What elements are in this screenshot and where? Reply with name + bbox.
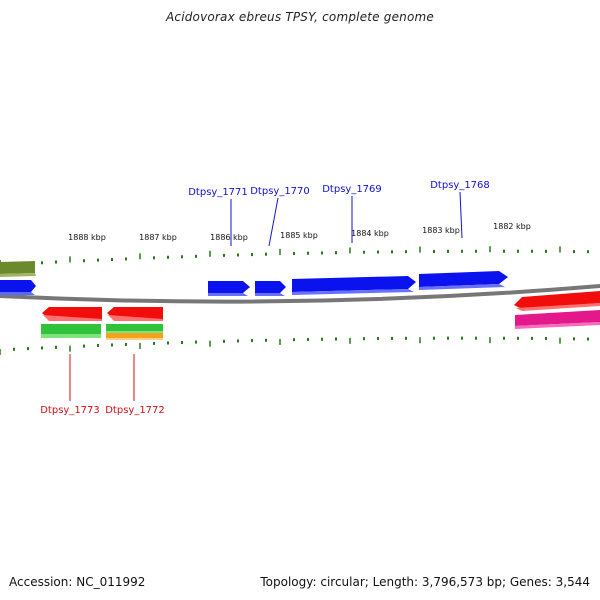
- scale-label-6: 1882 kbp: [493, 222, 531, 231]
- genome-map-page: Acidovorax ebreus TPSY, complete genome …: [0, 0, 600, 600]
- scale-label-0: 1888 kbp: [68, 233, 106, 242]
- lower-scale-ticks: [0, 337, 588, 355]
- magenta-feature-right-edge: [515, 310, 600, 329]
- reverse-gene-right-edge: [514, 291, 600, 311]
- genome-map-svg: 1888 kbp 1887 kbp 1886 kbp 1885 kbp 1884 kbp…: [0, 0, 600, 600]
- scale-label-3: 1885 kbp: [280, 231, 318, 240]
- reverse-gene-dtpsy-1773: [42, 307, 102, 321]
- gene-label-dtpsy-1771: Dtpsy_1771: [188, 187, 248, 198]
- olive-feature-left: [0, 261, 36, 277]
- green-feature-right: [106, 324, 163, 333]
- gene-label-dtpsy-1770: Dtpsy_1770: [250, 186, 310, 197]
- gene-label-dtpsy-1768: Dtpsy_1768: [430, 180, 490, 191]
- scale-label-4: 1884 kbp: [351, 229, 389, 238]
- forward-gene-dtpsy-1770: [255, 281, 286, 296]
- scale-label-1: 1887 kbp: [139, 233, 177, 242]
- upper-scale-ticks: [0, 246, 588, 266]
- green-feature-left: [41, 324, 101, 338]
- reverse-label-leaders: [70, 354, 134, 401]
- gene-label-dtpsy-1772: Dtpsy_1772: [105, 405, 165, 416]
- forward-gene-dtpsy-1768: [419, 271, 508, 290]
- scale-label-2: 1886 kbp: [210, 233, 248, 242]
- gene-label-dtpsy-1773: Dtpsy_1773: [40, 405, 100, 416]
- forward-gene-dtpsy-1771: [208, 281, 250, 296]
- genome-summary-label: Topology: circular; Length: 3,796,573 bp…: [260, 575, 590, 589]
- orange-feature: [106, 333, 163, 340]
- forward-gene-dtpsy-1769: [292, 276, 416, 295]
- reverse-gene-dtpsy-1772: [107, 307, 163, 321]
- gene-label-dtpsy-1769: Dtpsy_1769: [322, 184, 382, 195]
- blue-gene-left-edge: [0, 280, 36, 295]
- forward-label-leaders: [231, 192, 462, 246]
- scale-label-5: 1883 kbp: [422, 226, 460, 235]
- accession-label: Accession: NC_011992: [9, 575, 145, 589]
